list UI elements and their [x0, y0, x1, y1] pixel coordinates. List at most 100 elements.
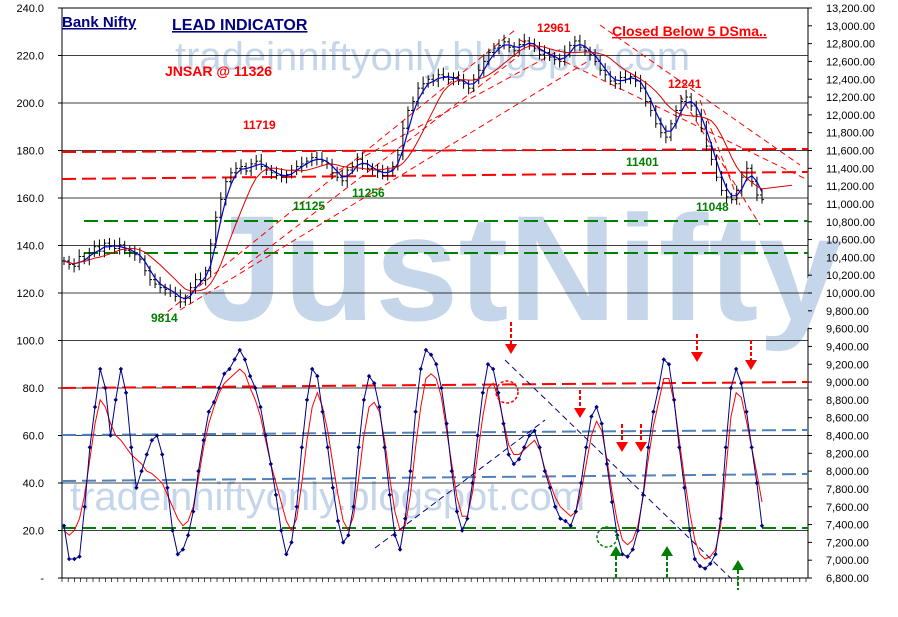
right-tick-label: 12,000.00: [826, 110, 875, 122]
oscillator-point: [154, 433, 160, 438]
oscillator-point: [687, 528, 692, 533]
oscillator-point: [521, 445, 527, 450]
annotation-11048: 11048: [696, 200, 729, 214]
oscillator-point: [247, 373, 253, 379]
oscillator-point: [139, 468, 144, 474]
price-bar: [496, 39, 501, 55]
right-tick-label: 10,400.00: [826, 252, 875, 264]
oscillator-point: [465, 516, 470, 521]
sell-arrow-2: [574, 390, 586, 418]
price-bar: [582, 39, 587, 56]
right-tick-label: 12,400.00: [826, 74, 875, 86]
oscillator-point: [72, 556, 77, 562]
oscillator-point: [542, 468, 548, 474]
oscillator-point: [563, 518, 568, 524]
oscillator-point: [692, 556, 697, 562]
annotation-12241: 12241: [668, 77, 702, 91]
oscillator-point: [552, 504, 558, 509]
oscillator-point: [547, 485, 553, 490]
sell-arrow-5: [691, 334, 703, 362]
oscillator-point: [113, 397, 118, 403]
oscillator-point: [485, 362, 491, 367]
oscillator-point: [273, 492, 279, 498]
right-tick-label: 6,800.00: [826, 573, 869, 585]
oscillator-point: [346, 533, 351, 538]
oscillator-point: [351, 504, 356, 509]
right-tick-label: 11,200.00: [826, 181, 874, 193]
buy-arrow-3: [732, 560, 744, 590]
right-tick-label: 12,800.00: [826, 39, 875, 51]
oscillator-point: [697, 563, 703, 569]
sell-signal-arrows: [505, 322, 757, 452]
price-bar: [603, 63, 608, 81]
oscillator-point: [651, 409, 656, 414]
buy-arrow-1: [610, 546, 622, 580]
left-tick-label: 60.0: [23, 431, 44, 443]
right-tick-label: 10,200.00: [826, 270, 875, 282]
right-tick-label: 7,200.00: [826, 537, 869, 549]
oscillator-point: [103, 385, 108, 391]
left-tick-label: 180.0: [16, 146, 44, 158]
annotation-11401: 11401: [626, 155, 659, 169]
right-tick-label: 10,000.00: [826, 288, 875, 300]
oscillator-series: [62, 347, 765, 571]
oscillator-point: [325, 445, 330, 450]
oscillator-point: [584, 445, 589, 450]
overbought-circle-marker: [495, 380, 519, 404]
right-tick-label: 8,800.00: [826, 395, 869, 407]
price-bar: [127, 245, 132, 258]
oscillator-point: [558, 516, 563, 521]
price-bar: [411, 96, 415, 115]
oscillator-point: [754, 480, 760, 486]
oscillator-point: [739, 381, 744, 386]
oscillator-point: [144, 452, 149, 457]
left-tick-label: 80.0: [23, 383, 44, 395]
signal-line: [63, 368, 763, 560]
price-bar: [77, 249, 82, 271]
price-bar: [335, 166, 340, 182]
oscillator-point: [62, 523, 67, 528]
oscillator-point: [82, 504, 87, 509]
oscillator-point: [434, 362, 439, 367]
oscillator-point: [594, 404, 599, 410]
chart-subtitle: LEAD INDICATOR: [172, 17, 308, 34]
oscillator-trendline-falling: [504, 359, 732, 578]
oscillator-point: [294, 504, 299, 509]
oscillator-point: [733, 366, 739, 372]
oscillator-point: [191, 509, 196, 514]
oscillator-point: [227, 366, 232, 372]
oscillator-point: [278, 528, 284, 533]
left-tick-label: -: [40, 573, 44, 585]
price-bar: [491, 43, 496, 58]
oscillator-point: [439, 385, 444, 391]
oscillator-point: [309, 366, 315, 372]
right-tick-label: 9,200.00: [826, 359, 869, 371]
right-tick-label: 7,000.00: [826, 555, 869, 567]
oscillator-point: [335, 518, 341, 524]
oscillator-point: [449, 468, 454, 474]
oscillator-point: [304, 397, 310, 403]
right-tick-label: 7,600.00: [826, 502, 869, 514]
price-bar: [72, 258, 77, 273]
fast-moving-average-line: [63, 42, 763, 300]
oscillator-point: [413, 409, 418, 414]
oscillator-point: [242, 357, 248, 362]
price-bar: [208, 238, 213, 277]
right-tick-label: 8,000.00: [826, 466, 869, 478]
right-tick-label: 9,600.00: [826, 324, 869, 336]
oscillator-point: [501, 421, 506, 426]
left-tick-label: 160.0: [16, 193, 44, 205]
right-tick-label: 11,400.00: [826, 163, 874, 175]
watermark-url-bottom: tradeinniftyonly.blogspot.com: [70, 475, 585, 519]
resistance-line-upper: [62, 148, 808, 153]
oscillator-point: [418, 366, 423, 372]
oscillator-point: [97, 366, 103, 372]
watermark-url-top: tradeinniftyonly.blogspot.com: [175, 35, 690, 79]
right-tick-label: 11,000.00: [826, 199, 874, 211]
oscillator-point: [397, 547, 403, 552]
moving-average-series: [63, 42, 793, 300]
oscillator-point: [372, 381, 377, 386]
trendline-resistance-4: [699, 99, 741, 206]
price-bar: [456, 71, 461, 86]
oscillator-point: [299, 445, 305, 450]
